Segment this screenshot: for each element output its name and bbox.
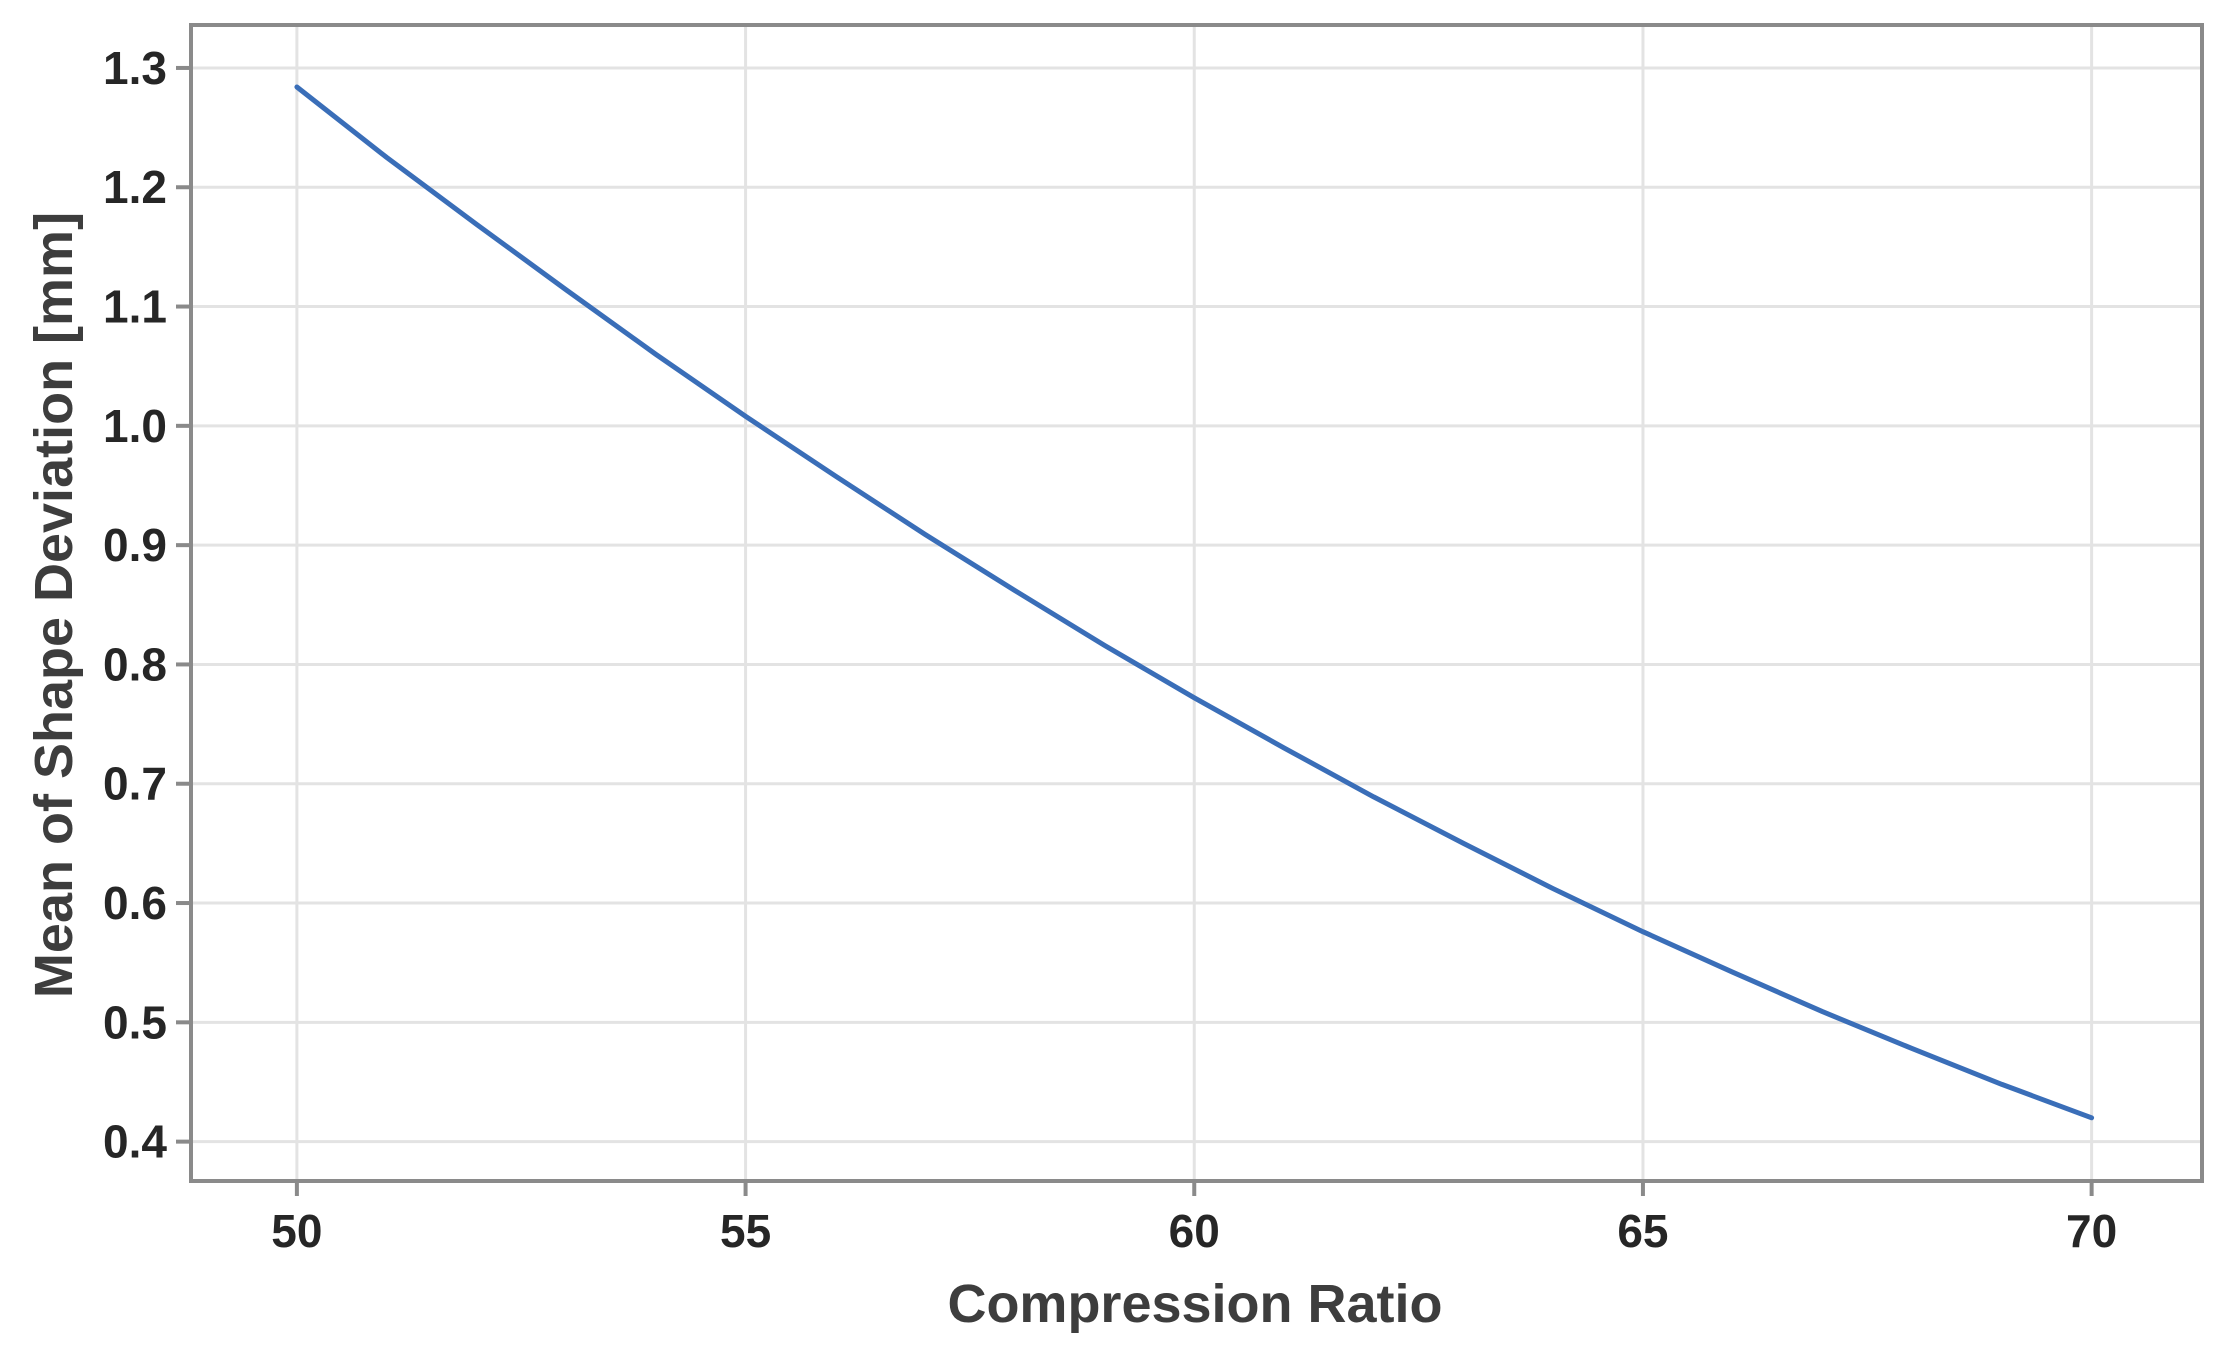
y-tick-label: 1.0 [103,400,167,452]
data-line [294,84,2095,1121]
x-tick-label: 70 [2066,1205,2117,1257]
plot-frame [189,23,2204,1183]
y-tick-label: 0.7 [103,758,167,810]
x-tick-label: 55 [720,1205,771,1257]
y-tick-label: 0.8 [103,638,167,690]
plot-frame-layer [189,23,2204,1183]
y-tick-label: 1.3 [103,42,167,94]
y-tick-label: 0.9 [103,519,167,571]
y-axis-title: Mean of Shape Deviation [mm] [24,212,84,998]
x-tick-label: 50 [271,1205,322,1257]
x-tick-label: 60 [1169,1205,1220,1257]
x-tick-label: 65 [1617,1205,1668,1257]
y-tick-label: 1.2 [103,161,167,213]
y-tick-label: 0.5 [103,996,167,1048]
gridlines-layer [191,25,2202,1181]
y-tick-label: 0.4 [103,1116,167,1168]
ticks-layer: 50 55 60 65 70 0.4 0.5 0.6 0.7 0.8 0.9 1.0 1.1 1.2 1.3 [103,42,2117,1257]
data-series-layer [294,84,2095,1121]
y-tick-label: 0.6 [103,877,167,929]
x-axis-title: Compression Ratio [947,1274,1442,1334]
y-tick-label: 1.1 [103,281,167,333]
